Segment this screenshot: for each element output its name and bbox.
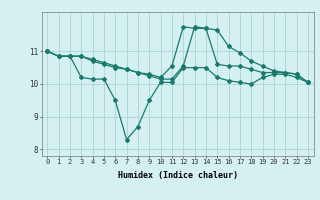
X-axis label: Humidex (Indice chaleur): Humidex (Indice chaleur) [118, 171, 237, 180]
